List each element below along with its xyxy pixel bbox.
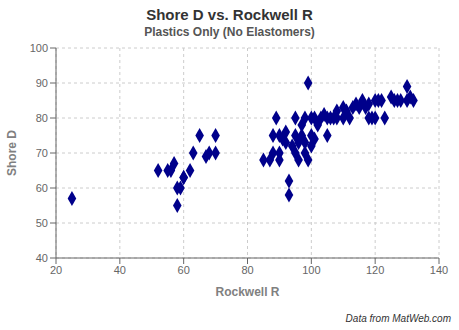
svg-text:120: 120 (366, 264, 384, 276)
svg-text:70: 70 (36, 147, 48, 159)
svg-text:60: 60 (178, 264, 190, 276)
svg-text:40: 40 (114, 264, 126, 276)
svg-text:Rockwell R: Rockwell R (215, 285, 279, 299)
svg-text:100: 100 (30, 42, 48, 54)
svg-text:100: 100 (302, 264, 320, 276)
html-text:Shore D vs. Rockwell R: Shore D vs. Rockwell R (146, 6, 313, 23)
svg-text:50: 50 (36, 217, 48, 229)
svg-text:60: 60 (36, 182, 48, 194)
svg-text:Shore D: Shore D (8, 130, 19, 176)
svg-text:90: 90 (36, 77, 48, 89)
svg-text:140: 140 (430, 264, 448, 276)
html-text:Data from MatWeb.com: Data from MatWeb.com (345, 313, 451, 324)
svg-text:80: 80 (36, 112, 48, 124)
html-text:Plastics Only (No Elastomers): Plastics Only (No Elastomers) (144, 25, 315, 39)
svg-text:40: 40 (36, 252, 48, 264)
svg-text:80: 80 (241, 264, 253, 276)
svg-text:20: 20 (50, 264, 62, 276)
